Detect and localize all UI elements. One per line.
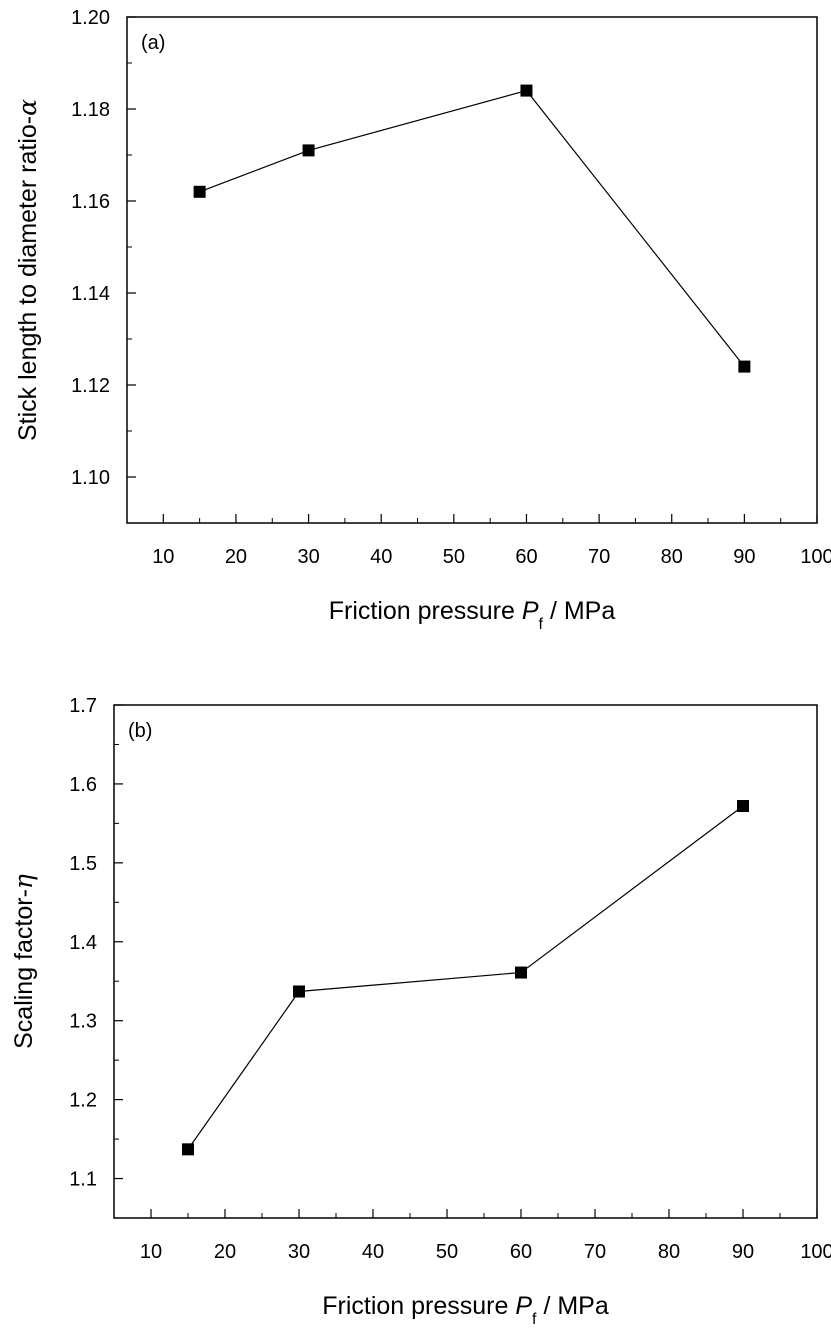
data-point [738,360,751,373]
data-point [193,185,206,198]
x-tick-label: 20 [225,546,247,568]
x-tick-label: 30 [297,546,319,568]
x-tick-label: 100 [800,1241,831,1263]
x-axis-title: Friction pressure Pf / MPa [322,1292,609,1328]
x-tick-label: 30 [288,1241,310,1263]
y-tick-label: 1.16 [71,191,110,213]
panel-label: (a) [141,32,165,54]
y-tick-label: 1.10 [71,467,110,489]
y-tick-label: 1.2 [69,1090,97,1112]
x-axis-title: Friction pressure Pf / MPa [329,597,616,633]
y-tick-label: 1.3 [69,1011,97,1033]
y-tick-label: 1.7 [69,695,97,717]
x-tick-label: 40 [362,1241,384,1263]
data-point [737,800,749,813]
data-point [182,1143,194,1156]
y-tick-label: 1.4 [69,932,97,954]
x-axis-title-unit: / MPa [543,597,615,625]
plot-frame [113,704,818,1219]
x-axis-title-subscript: f [532,1311,537,1328]
x-axis-title-variable: P [522,597,539,625]
x-tick-label: 10 [152,546,174,568]
y-tick-label: 1.6 [69,774,97,796]
x-tick-label: 90 [733,546,755,568]
y-tick-label: 1.1 [69,1169,97,1191]
y-tick-label: 1.18 [71,99,110,121]
chart-panel-b: 10 20 30 40 50 60 70 80 90 100 1.1 1.2 1.3 1.4 1.5 1.6 1… [9,695,831,1328]
y-axis-title-main: Stick length to diameter ratio- [14,116,42,441]
y-axis-title: Stick length to diameter ratio-α [13,99,42,441]
y-tick-label: 1.20 [71,7,110,29]
x-axis-title-subscript: f [539,616,544,633]
panel-label: (b) [128,720,152,742]
data-point [515,966,527,979]
x-tick-label: 80 [658,1241,680,1263]
x-tick-label: 100 [800,546,831,568]
series-line [187,805,744,1150]
x-tick-label: 90 [732,1241,754,1263]
data-point [293,985,305,998]
x-axis-title-main: Friction pressure [322,1292,515,1320]
data-point [520,84,533,97]
y-axis-title-symbol: α [13,99,42,116]
y-axis-title-symbol: η [9,874,38,889]
x-tick-label: 50 [443,546,465,568]
x-axis-title-unit: / MPa [537,1292,609,1320]
data-point [302,144,315,157]
x-tick-label: 20 [214,1241,236,1263]
x-tick-label: 50 [436,1241,458,1263]
y-axis-title: Scaling factor-η [9,874,38,1049]
chart-panel-a: 10 20 30 40 50 60 70 80 90 100 1.10 1.12 1.14 1.16 1.1… [13,7,831,633]
x-axis-title-variable: P [515,1292,532,1320]
x-tick-label: 60 [510,1241,532,1263]
plot-frame [126,16,818,524]
x-tick-label: 40 [370,546,392,568]
x-tick-label: 70 [584,1241,606,1263]
series-line [199,89,745,367]
y-tick-label: 1.5 [69,853,97,875]
y-axis-title-main: Scaling factor- [10,889,38,1049]
y-tick-label: 1.12 [71,375,110,397]
y-tick-label: 1.14 [71,283,110,305]
x-tick-label: 10 [140,1241,162,1263]
x-tick-label: 80 [661,546,683,568]
x-tick-label: 70 [588,546,610,568]
x-tick-label: 60 [515,546,537,568]
x-axis-title-main: Friction pressure [329,597,522,625]
